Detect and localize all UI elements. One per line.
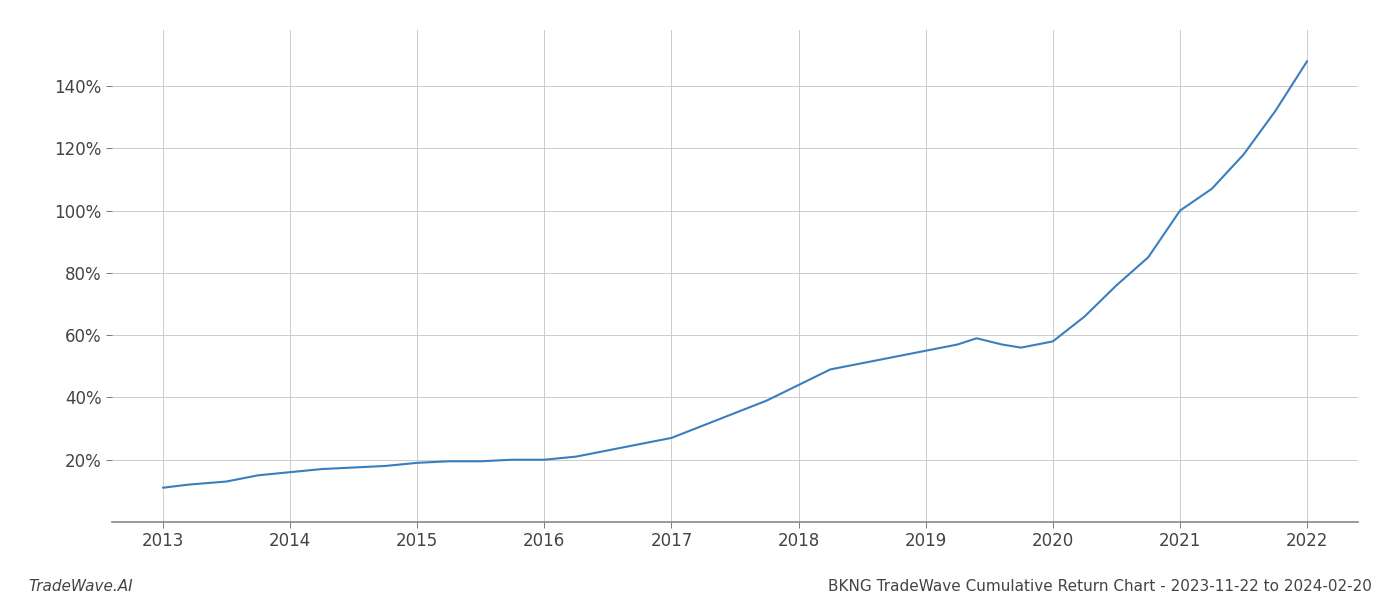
Text: TradeWave.AI: TradeWave.AI <box>28 579 133 594</box>
Text: BKNG TradeWave Cumulative Return Chart - 2023-11-22 to 2024-02-20: BKNG TradeWave Cumulative Return Chart -… <box>829 579 1372 594</box>
